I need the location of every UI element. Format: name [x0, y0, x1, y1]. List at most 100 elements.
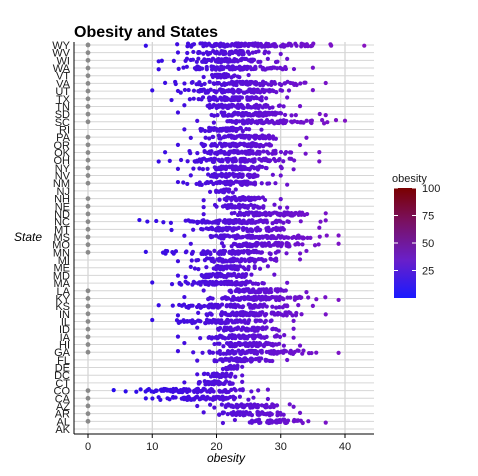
data-point [248, 202, 254, 208]
data-point [282, 235, 287, 240]
data-point [218, 227, 223, 232]
data-point [204, 158, 209, 163]
data-point [218, 357, 223, 362]
zero-point [85, 81, 91, 86]
data-point [264, 334, 269, 339]
data-point [283, 65, 288, 70]
data-point [238, 334, 243, 339]
data-point [266, 66, 272, 71]
data-point [223, 357, 229, 362]
data-point [253, 356, 258, 362]
data-point [229, 133, 234, 138]
data-point [265, 396, 270, 402]
data-point [201, 371, 206, 377]
zero-point [85, 226, 91, 232]
data-point [264, 228, 270, 233]
data-point [296, 242, 301, 247]
data-point [304, 290, 309, 295]
data-point [222, 197, 227, 202]
data-point [291, 335, 296, 340]
data-point [217, 197, 222, 202]
data-point [324, 233, 329, 238]
state-tick-label: FL [57, 355, 70, 367]
data-point [176, 66, 181, 71]
data-point [160, 250, 166, 255]
data-point [250, 57, 255, 62]
state-tick-label: CO [54, 386, 71, 398]
data-point [231, 149, 236, 154]
data-point [257, 266, 263, 271]
data-point [169, 388, 174, 393]
data-point [305, 43, 310, 49]
data-point [262, 44, 268, 49]
data-point [268, 88, 273, 94]
data-point [273, 112, 278, 117]
data-point [185, 281, 190, 286]
data-point [246, 72, 251, 78]
data-point [188, 173, 193, 178]
data-point [268, 411, 273, 416]
data-point [204, 50, 209, 55]
data-point [241, 204, 246, 209]
data-point [215, 151, 220, 157]
data-point [251, 248, 256, 253]
data-point [191, 96, 196, 101]
data-point [188, 151, 193, 156]
state-tick-label: OR [54, 140, 71, 152]
zero-point [85, 180, 91, 186]
data-point [263, 318, 268, 323]
data-point [272, 272, 277, 277]
data-point [274, 351, 279, 356]
data-point [222, 320, 227, 325]
data-point [284, 313, 289, 318]
data-point [258, 318, 264, 323]
data-point [229, 411, 234, 416]
data-point [323, 113, 328, 118]
data-point [186, 305, 191, 310]
data-point [219, 157, 225, 162]
data-point [205, 274, 210, 279]
data-point [281, 159, 286, 164]
data-point [181, 318, 186, 323]
data-point [288, 295, 293, 300]
data-point [185, 159, 190, 164]
data-point [325, 120, 330, 125]
data-point [214, 264, 219, 269]
data-point [177, 302, 182, 308]
data-point [292, 349, 297, 355]
zero-point [85, 65, 91, 71]
data-point [268, 243, 273, 248]
data-point [211, 174, 216, 179]
data-point [272, 257, 277, 262]
data-point [158, 387, 163, 392]
data-point [219, 258, 224, 263]
axis-layer [73, 42, 374, 438]
data-point [274, 227, 279, 233]
data-point [264, 297, 269, 302]
data-point [259, 181, 264, 186]
data-point [175, 179, 181, 185]
legend: obesity 25 50 75 100 [392, 173, 440, 298]
data-point [248, 181, 253, 186]
data-point [238, 351, 244, 356]
state-tick-label: LA [57, 286, 71, 298]
data-point [207, 335, 212, 340]
data-point [198, 159, 204, 164]
state-tick-label: HI [59, 340, 70, 352]
state-tick-label: MD [53, 270, 70, 282]
data-point [180, 390, 185, 395]
data-point [201, 58, 206, 63]
data-point [279, 166, 284, 171]
data-point [255, 412, 260, 417]
data-point [219, 236, 224, 241]
data-point [232, 386, 237, 392]
data-point [196, 219, 201, 225]
data-point [323, 420, 328, 425]
data-point [248, 149, 253, 154]
data-point [249, 244, 255, 249]
data-point [252, 180, 258, 185]
data-point [143, 389, 148, 394]
data-point [182, 294, 187, 300]
data-point [231, 303, 236, 308]
data-point [243, 243, 248, 248]
